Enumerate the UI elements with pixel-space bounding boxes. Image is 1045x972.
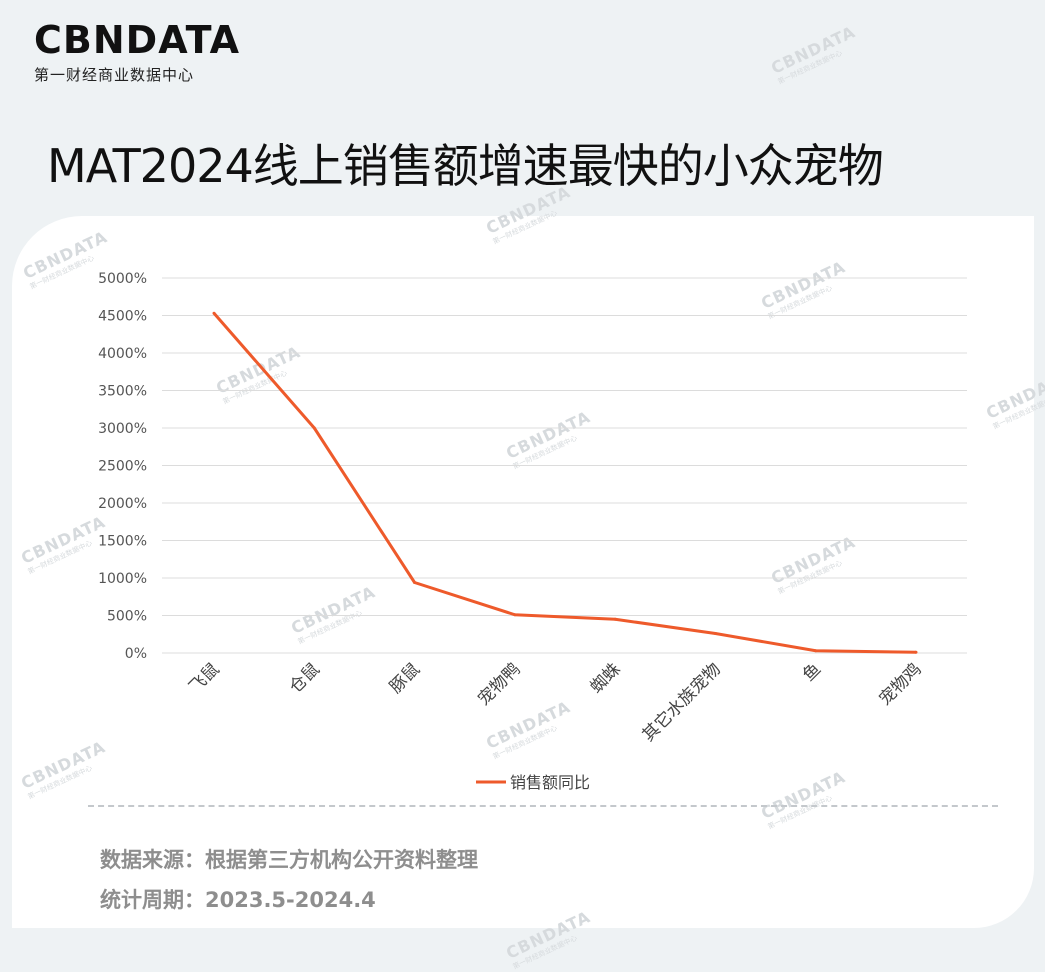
data-point [312,426,316,430]
data-point [613,617,617,621]
y-tick-label: 500% [107,609,147,625]
data-source: 数据来源：根据第三方机构公开资料整理 [100,848,478,872]
series-line [212,312,917,654]
y-tick-label: 0% [125,646,147,662]
y-tick-label: 3000% [98,421,147,437]
legend-label: 销售额同比 [510,773,590,792]
logo: CBNDATA 第一财经商业数据中心 [34,18,240,85]
y-tick-label: 4500% [98,309,147,325]
y-tick-label: 2500% [98,459,147,475]
x-tick-label: 宠物鸭 [474,659,524,709]
data-point [413,581,417,584]
page-title: MAT2024线上销售额增速最快的小众宠物 [47,139,884,193]
y-tick-label: 1000% [98,571,147,587]
logo-tagline: 第一财经商业数据中心 [34,66,195,84]
x-tick-label: 飞鼠 [185,659,223,697]
x-tick-label: 其它水族宠物 [639,659,725,745]
data-point [713,632,717,635]
data-point [212,311,216,315]
data-point [814,649,818,653]
x-tick-label: 鱼 [799,659,825,685]
data-point [513,613,517,617]
logo-wordmark: CBNDATA [34,18,241,62]
statistics-period: 统计周期：2023.5-2024.4 [100,888,376,912]
x-tick-label: 蜘蛛 [586,659,624,697]
y-tick-label: 4000% [98,346,147,362]
y-tick-label: 5000% [98,271,147,287]
divider [88,805,998,807]
x-tick-label: 仓鼠 [286,659,324,697]
y-tick-label: 1500% [98,534,147,550]
y-tick-label: 2000% [98,496,147,512]
data-point [914,650,918,654]
y-tick-label: 3500% [98,384,147,400]
x-tick-label: 宠物鸡 [875,659,925,709]
chart-card [12,216,1034,928]
x-tick-label: 豚鼠 [386,659,424,697]
